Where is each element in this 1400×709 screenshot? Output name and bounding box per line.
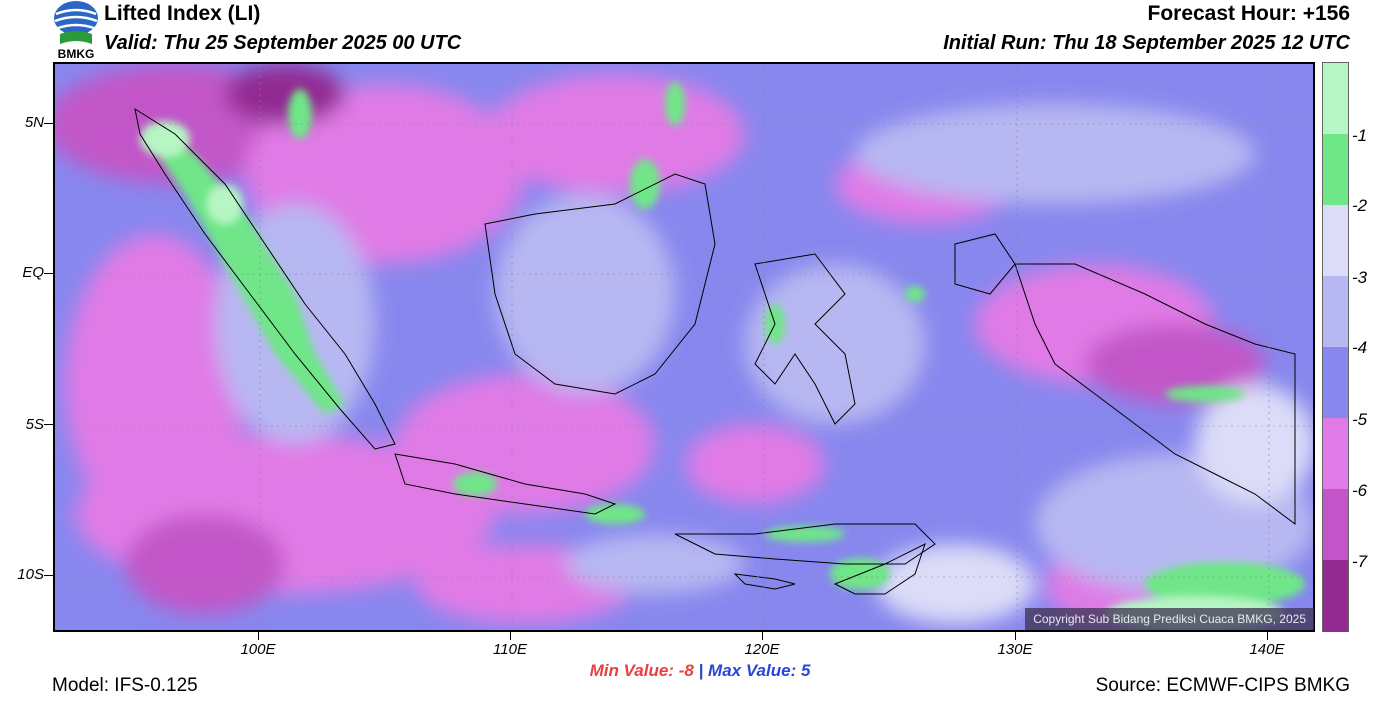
colorbar-segment: [1323, 489, 1348, 561]
colorbar: [1322, 62, 1349, 632]
colorbar-segment: [1323, 276, 1348, 348]
lat-tick: [44, 575, 53, 576]
lat-tick: [44, 123, 53, 124]
copyright-notice: Copyright Sub Bidang Prediksi Cuaca BMKG…: [1025, 608, 1314, 630]
stats-separator: |: [698, 661, 704, 680]
lon-label-140e: 140E: [1249, 641, 1285, 658]
min-label: Min Value:: [589, 661, 674, 680]
colorbar-label: -4: [1352, 338, 1368, 357]
colorbar-label: -7: [1352, 552, 1368, 571]
colorbar-segment: [1323, 347, 1348, 419]
lifted-index-map: [55, 64, 1313, 630]
logo-text: BMKG: [58, 47, 95, 60]
colorbar-segment: [1323, 205, 1348, 277]
graticule: [55, 64, 1313, 630]
colorbar-label: -2: [1352, 196, 1368, 215]
colorbar-label: -3: [1352, 268, 1368, 287]
lon-tick: [510, 632, 511, 640]
max-label: Max Value:: [708, 661, 797, 680]
lon-label-100e: 100E: [240, 641, 276, 658]
max-value: 5: [800, 661, 811, 680]
coastlines: [134, 107, 1296, 595]
colorbar-label: -6: [1352, 481, 1368, 500]
colorbar-label: -5: [1352, 410, 1368, 429]
lon-tick: [1015, 632, 1016, 640]
lon-tick: [762, 632, 763, 640]
map-area: [53, 62, 1315, 632]
initial-run: Initial Run: Thu 18 September 2025 12 UT…: [943, 32, 1350, 54]
lon-tick: [1267, 632, 1268, 640]
lon-label-120e: 120E: [744, 641, 780, 658]
lat-tick: [44, 273, 53, 274]
colorbar-segment: [1323, 134, 1348, 206]
colorbar-segment: [1323, 418, 1348, 490]
lon-tick: [258, 632, 259, 640]
min-value: -8: [678, 661, 694, 680]
lat-label-5n: 5N: [24, 114, 44, 131]
valid-time: Valid: Thu 25 September 2025 00 UTC: [104, 32, 462, 54]
lat-label-10s: 10S: [17, 566, 44, 583]
colorbar-segment: [1323, 560, 1348, 632]
model-info: Model: IFS-0.125: [52, 675, 198, 696]
lat-label-eq: EQ: [22, 264, 44, 281]
forecast-hour: Forecast Hour: +156: [1147, 2, 1351, 25]
source-info: Source: ECMWF-CIPS BMKG: [1095, 675, 1350, 696]
min-max-values: Min Value: -8 | Max Value: 5: [0, 661, 1400, 681]
lon-label-130e: 130E: [997, 641, 1033, 658]
chart-title: Lifted Index (LI): [104, 2, 261, 25]
colorbar-segment: [1323, 63, 1348, 135]
lat-label-5s: 5S: [25, 416, 44, 433]
lon-label-110e: 110E: [493, 641, 527, 658]
lat-tick: [44, 424, 53, 425]
colorbar-label: -1: [1352, 126, 1368, 145]
bmkg-logo: BMKG: [52, 0, 100, 61]
